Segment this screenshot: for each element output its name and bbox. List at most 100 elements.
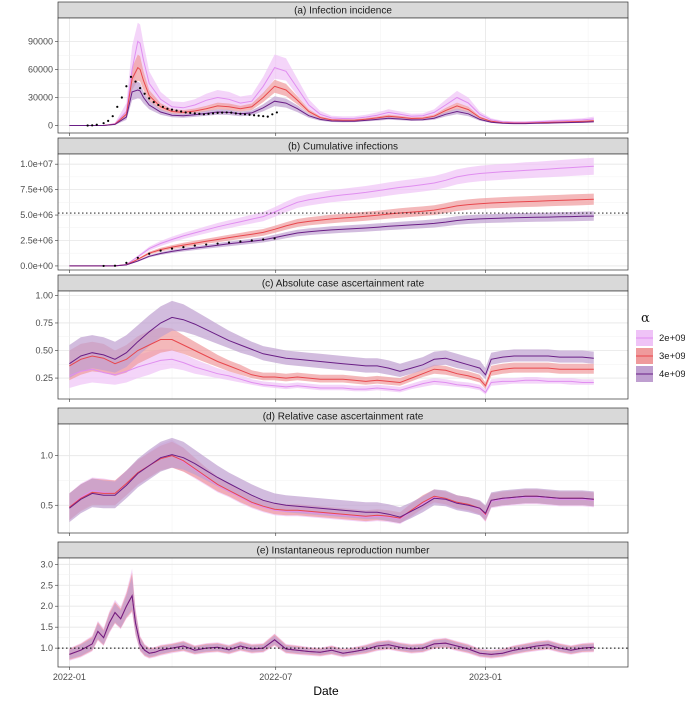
panel-title: (d) Relative case ascertainment rate [263,412,424,423]
observed-point [148,252,151,255]
observed-point [157,103,160,107]
line-3e09 [69,339,594,387]
observed-point [170,247,174,250]
observed-point [211,112,215,115]
y-tick-label: 1.5 [40,622,53,632]
observed-points [102,237,276,268]
legend-label-2e09: 2e+09 [659,333,685,344]
y-tick-label: 2.5e+06 [20,235,53,245]
panel-border [57,557,629,668]
observed-point [159,249,162,252]
panel-border [57,290,629,400]
observed-points [86,75,278,127]
observed-point [143,92,146,95]
observed-point [148,97,151,100]
observed-point [136,256,139,259]
observed-point [262,115,265,118]
observed-point [116,105,119,108]
ribbon-2e09 [69,349,594,395]
panel-border [57,153,629,271]
y-tick-label: 1.0 [40,643,53,653]
panel-border [57,423,629,534]
observed-point [221,111,224,114]
y-tick-label: 7.5e+06 [20,185,53,195]
observed-point [134,80,137,83]
panel-4: (d) Relative case ascertainment rate 0.5 1… [40,407,629,536]
observed-point [193,112,196,115]
observed-point [95,123,98,126]
observed-point [184,111,187,114]
line-2e09 [69,358,594,394]
observed-point [273,237,276,240]
panel-title: (e) Instantaneous reproduction number [257,546,431,557]
panel-background [58,18,628,133]
legend-title: α [641,311,650,326]
y-tick-label: 30000 [28,92,53,102]
observed-point [111,115,114,118]
legend: α 2e+09 3e+09 4e+09 [636,311,685,382]
observed-point [262,238,265,241]
y-tick-label: 2.5 [40,580,53,590]
line-4e09 [69,89,594,126]
gridlines [58,558,628,667]
panels: (a) Infection incidence0300006000090000(… [20,1,629,682]
observed-point [248,113,251,116]
legend-key-2e09: 2e+09 [636,330,685,346]
observed-point [227,241,231,244]
observed-point [225,111,228,114]
observed-point [102,122,105,125]
observed-point [239,240,242,243]
observed-point [175,109,178,112]
observed-point [189,111,192,114]
y-tick-label: 0.50 [35,346,53,356]
legend-key-4e09: 4e+09 [636,366,685,382]
legend-label-3e09: 3e+09 [659,351,685,362]
y-tick-label: 90000 [28,36,53,46]
observed-point [243,113,247,116]
ribbon-4e09 [69,300,594,380]
observed-point [125,85,128,88]
observed-point [266,115,269,118]
y-tick-label: 1.00 [35,290,53,300]
line-2e09 [69,165,594,267]
y-tick-label: 0.75 [35,318,53,328]
line-4e09 [69,316,594,376]
panel-title: (c) Absolute case ascertainment rate [262,279,425,290]
ribbon-3e09 [69,327,594,390]
observed-point [250,239,253,242]
observed-point [161,105,164,108]
line-4e09 [69,594,594,655]
line-2e09 [69,40,594,126]
observed-point [257,114,260,117]
observed-point [120,96,123,99]
y-tick-label: 0.25 [35,373,53,383]
y-tick-label: 0.0e+00 [20,261,53,271]
observed-point [125,261,128,264]
observed-point [205,243,208,246]
y-tick-label: 2.0 [40,601,53,611]
panel-2: (b) Cumulative infections 0.0e+00 2.5e+06 5… [20,137,629,273]
observed-point [275,111,278,114]
observed-point [129,75,133,79]
observed-point [252,114,256,117]
y-tick-label: 3.0 [40,559,53,569]
x-axis-title: Date [313,684,339,698]
panel-5: (e) Instantaneous reproduction number 1.0… [40,541,629,682]
observed-point [107,119,110,122]
panel-border [57,17,629,134]
observed-point [86,124,89,127]
observed-point [193,244,196,247]
observed-point [182,246,185,249]
observed-point [91,124,94,127]
observed-point [230,111,233,114]
legend-label-4e09: 4e+09 [659,369,685,380]
line-4e09 [69,454,594,518]
y-tick-label: 5.0e+06 [20,210,53,220]
observed-point [138,87,142,90]
observed-point [198,112,201,115]
line-3e09 [69,198,594,267]
observed-point [170,108,174,111]
observed-point [166,107,169,110]
x-tick-label: 2023-01 [469,672,502,682]
